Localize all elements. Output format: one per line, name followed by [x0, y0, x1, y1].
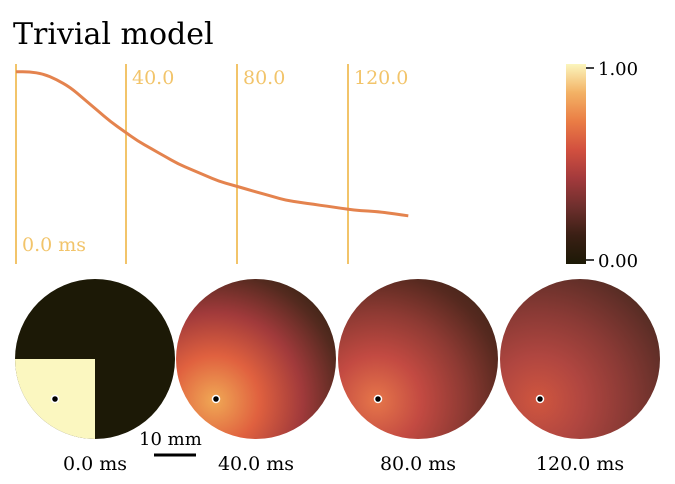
- disc-label-1: 40.0 ms: [218, 453, 294, 475]
- time-markers: 0.0 ms 40.0 80.0 120.0: [15, 64, 408, 264]
- disc-120ms: [500, 279, 660, 439]
- scale-bar-label: 10 mm: [139, 429, 202, 450]
- disc-2-probe-dot: [373, 394, 383, 404]
- time-marker-label-0: 0.0 ms: [22, 234, 86, 256]
- time-marker-label-40: 40.0: [132, 67, 174, 89]
- disc-label-2: 80.0 ms: [380, 453, 456, 475]
- disc-80ms: [338, 279, 498, 439]
- disc-0-probe-dot: [50, 394, 60, 404]
- disc-0ms: [15, 279, 175, 439]
- disc-40ms: [176, 279, 336, 439]
- trace-curve: [16, 70, 409, 218]
- colorbar-label-max: 1.00: [598, 59, 638, 80]
- disc-3-field: [500, 279, 660, 439]
- time-marker-label-80: 80.0: [243, 67, 285, 89]
- colorbar: 1.00 0.00: [566, 59, 638, 272]
- figure-title: Trivial model: [13, 17, 214, 52]
- scale-bar: 10 mm: [139, 429, 202, 457]
- disc-2-field: [338, 279, 498, 439]
- disc-label-3: 120.0 ms: [536, 453, 624, 475]
- disc-3-probe-dot: [535, 394, 545, 404]
- disc-1-probe-dot: [211, 394, 221, 404]
- disc-label-0: 0.0 ms: [63, 453, 127, 475]
- time-marker-label-120: 120.0: [354, 67, 408, 89]
- disc-1-field: [176, 279, 336, 439]
- colorbar-label-min: 0.00: [598, 251, 638, 272]
- colorbar-bar: [566, 64, 586, 264]
